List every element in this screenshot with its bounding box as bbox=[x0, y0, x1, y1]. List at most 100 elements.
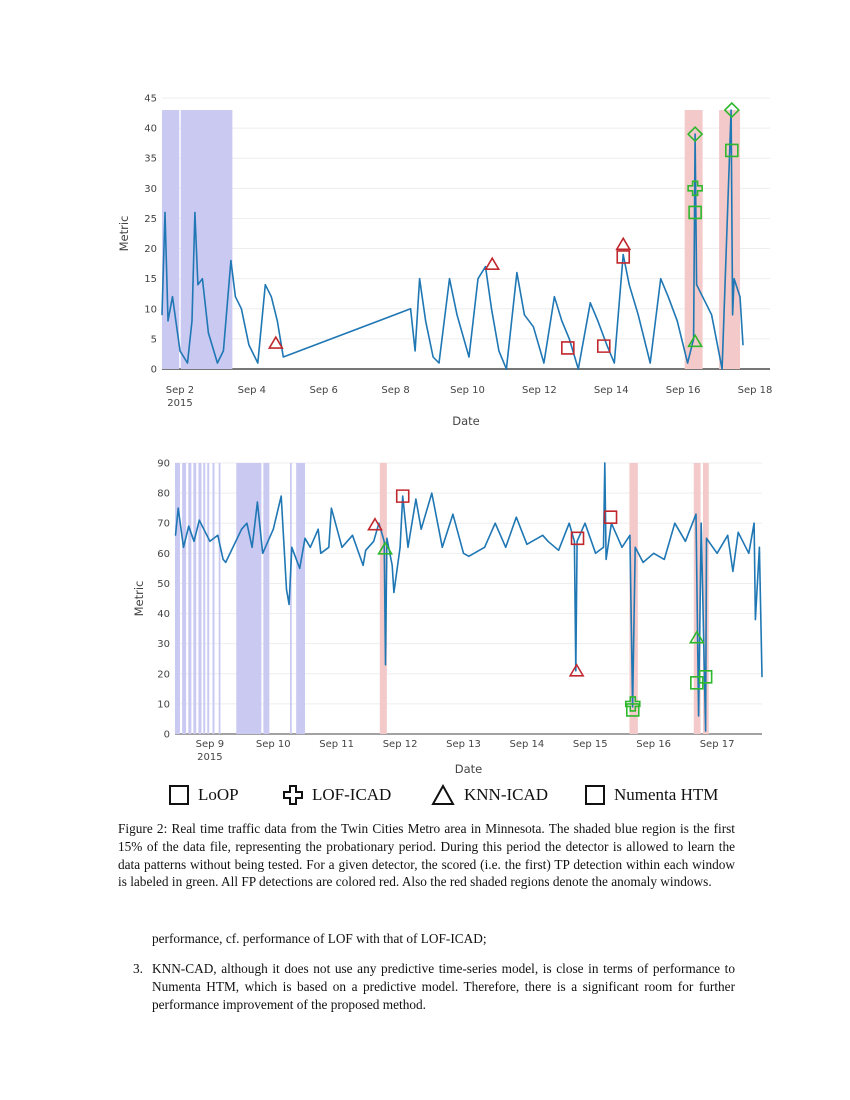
x-tick-year: 2015 bbox=[197, 752, 222, 763]
legend-label: KNN-ICAD bbox=[464, 785, 549, 804]
numenta-htm-square-marker bbox=[570, 531, 585, 546]
x-tick-label: Sep 8 bbox=[381, 385, 409, 396]
data-point bbox=[186, 362, 189, 364]
knn-icad-triangle-marker bbox=[484, 256, 501, 271]
data-point bbox=[272, 528, 274, 530]
x-tick-label: Sep 16 bbox=[666, 385, 701, 396]
data-point bbox=[730, 109, 732, 111]
numenta-htm-square-marker bbox=[698, 669, 713, 684]
data-point bbox=[393, 591, 395, 594]
series-line bbox=[161, 109, 744, 370]
data-point bbox=[758, 546, 760, 548]
data-point bbox=[415, 498, 417, 500]
data-point bbox=[441, 546, 443, 548]
data-point bbox=[256, 501, 259, 503]
legend-item-numenta-htm: Numenta HTM bbox=[584, 784, 718, 806]
y-tick-label: 25 bbox=[144, 214, 157, 225]
y-tick-label: 90 bbox=[157, 459, 170, 470]
data-point bbox=[684, 540, 686, 542]
numenta-htm-square-marker bbox=[603, 510, 618, 524]
data-point bbox=[167, 320, 169, 322]
list-item: 3. KNN-CAD, although it does not use any… bbox=[133, 960, 735, 1014]
data-point bbox=[505, 368, 508, 370]
data-point bbox=[317, 528, 319, 530]
data-point bbox=[577, 368, 579, 370]
data-point bbox=[594, 552, 597, 554]
y-tick-label: 20 bbox=[144, 244, 157, 255]
figure-caption: Figure 2: Real time traffic data from th… bbox=[118, 821, 735, 890]
data-point bbox=[721, 368, 723, 370]
data-point bbox=[602, 546, 605, 548]
data-point bbox=[494, 522, 496, 524]
knn-icad-triangle-marker bbox=[615, 236, 632, 251]
y-tick-label: 10 bbox=[157, 699, 170, 710]
x-tick-label: Sep 12 bbox=[522, 385, 557, 396]
y-tick-label: 5 bbox=[151, 334, 157, 345]
legend-item-loop: LoOP bbox=[168, 784, 239, 806]
lof-icad-cross-marker bbox=[624, 696, 641, 712]
y-tick-label: 30 bbox=[144, 184, 157, 195]
data-point bbox=[407, 546, 409, 548]
data-point bbox=[663, 558, 665, 560]
data-point bbox=[328, 546, 330, 548]
data-point bbox=[225, 561, 227, 563]
x-tick-label: Sep 18 bbox=[738, 385, 773, 396]
probationary-region bbox=[193, 463, 197, 734]
knn-icad-triangle-marker bbox=[688, 630, 705, 644]
data-point bbox=[330, 507, 332, 509]
data-point bbox=[452, 513, 454, 515]
y-tick-label: 70 bbox=[157, 519, 170, 530]
data-point bbox=[597, 320, 599, 322]
data-point bbox=[448, 278, 451, 280]
data-point bbox=[761, 676, 763, 678]
numenta-htm-square-marker bbox=[596, 339, 611, 353]
probationary-region bbox=[162, 110, 180, 370]
data-point bbox=[240, 528, 243, 530]
data-point bbox=[188, 525, 190, 527]
data-point bbox=[606, 344, 608, 346]
data-point bbox=[523, 314, 526, 316]
data-point bbox=[695, 513, 697, 515]
probationary-region bbox=[290, 463, 292, 734]
x-tick-label: Sep 12 bbox=[383, 739, 418, 750]
x-tick-label: Sep 10 bbox=[256, 739, 291, 750]
data-point bbox=[234, 296, 236, 298]
data-point bbox=[217, 534, 219, 536]
knn-icad-triangle-marker bbox=[367, 517, 383, 531]
legend-label: LOF-ICAD bbox=[312, 785, 392, 804]
data-point bbox=[605, 558, 607, 560]
data-point bbox=[240, 308, 242, 310]
data-point bbox=[710, 314, 713, 316]
data-point bbox=[748, 552, 750, 554]
x-tick-label: Sep 17 bbox=[700, 739, 735, 750]
data-point bbox=[299, 567, 301, 569]
data-point bbox=[628, 284, 630, 286]
y-tick-label: 80 bbox=[157, 489, 170, 500]
lof-icad-cross-marker bbox=[687, 180, 703, 197]
knn-icad-triangle-marker bbox=[377, 541, 394, 555]
data-point bbox=[198, 519, 200, 521]
x-axis-label: Date bbox=[455, 762, 483, 776]
data-point bbox=[674, 522, 676, 524]
data-point bbox=[589, 302, 591, 304]
data-point bbox=[676, 320, 678, 322]
loop-diamond-marker bbox=[686, 126, 704, 143]
x-tick-label: Sep 13 bbox=[446, 739, 481, 750]
data-point bbox=[285, 588, 288, 591]
x-tick-label: Sep 4 bbox=[238, 385, 266, 396]
numenta-htm-square-marker bbox=[625, 703, 640, 717]
data-point bbox=[543, 362, 545, 364]
probationary-region bbox=[198, 463, 202, 734]
data-point bbox=[309, 546, 311, 548]
data-point bbox=[732, 570, 734, 573]
data-point bbox=[399, 546, 401, 548]
y-tick-label: 35 bbox=[144, 154, 157, 165]
data-point bbox=[575, 670, 577, 672]
data-point bbox=[576, 540, 578, 542]
data-point bbox=[161, 314, 163, 316]
probationary-region bbox=[296, 463, 305, 734]
x-axis-label: Date bbox=[452, 414, 480, 428]
probationary-region bbox=[188, 463, 192, 734]
data-point bbox=[700, 522, 702, 524]
y-tick-label: 45 bbox=[144, 94, 157, 105]
